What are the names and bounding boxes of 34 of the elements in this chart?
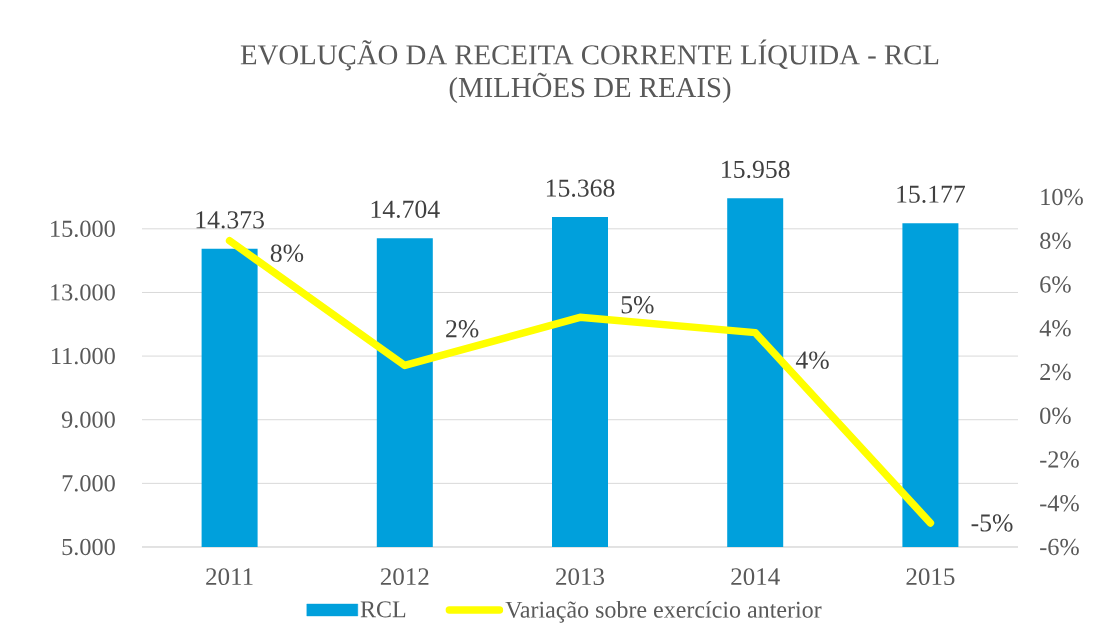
y2-tick-label: -6% — [1040, 538, 1079, 556]
y2-tick-label: 6% — [1040, 276, 1071, 293]
y2-tick-label: 2% — [1040, 363, 1071, 381]
data-label: 8% — [270, 244, 304, 262]
data-label: 15.958 — [722, 160, 790, 179]
x-tick-label: 2013 — [556, 568, 605, 586]
data-label: 4% — [795, 351, 829, 369]
data-label: 15.368 — [546, 179, 615, 197]
legend-label: Variação sobre exercício anterior — [505, 600, 822, 623]
y-tick-label: 5.000 — [62, 538, 115, 556]
data-label: 5% — [621, 296, 654, 314]
y-tick-label: 7.000 — [62, 475, 115, 492]
x-tick-label: 2011 — [206, 568, 253, 586]
y2-tick-label: 4% — [1039, 320, 1071, 337]
y2-tick-label: -4% — [1040, 495, 1079, 512]
data-label: 2% — [446, 320, 479, 338]
chart-title: EVOLUÇÃO DA RECEITA CORRENTE LÍQUIDA - RCL — [240, 39, 939, 71]
y-tick-label: 9.000 — [61, 411, 115, 428]
x-tick-label: 2012 — [380, 568, 429, 586]
y-tick-label: 11.000 — [52, 347, 115, 365]
data-label: 14.704 — [371, 200, 440, 219]
y2-tick-label: -2% — [1040, 451, 1079, 468]
y-tick-label: 13.000 — [51, 284, 115, 301]
data-label: 15.177 — [897, 185, 965, 203]
chart-subtitle: (MILHÕES DE REAIS) — [449, 72, 731, 104]
y2-tick-label: 8% — [1040, 232, 1071, 249]
y2-tick-label: 10% — [1041, 188, 1083, 206]
y-tick-label: 15.000 — [51, 220, 115, 238]
data-label: -5% — [971, 514, 1013, 532]
legend-label: RCL — [360, 601, 406, 618]
x-tick-label: 2015 — [906, 568, 955, 586]
y2-tick-label: 0% — [1040, 407, 1071, 424]
x-tick-label: 2014 — [731, 568, 780, 586]
data-label: 14.373 — [196, 211, 264, 229]
